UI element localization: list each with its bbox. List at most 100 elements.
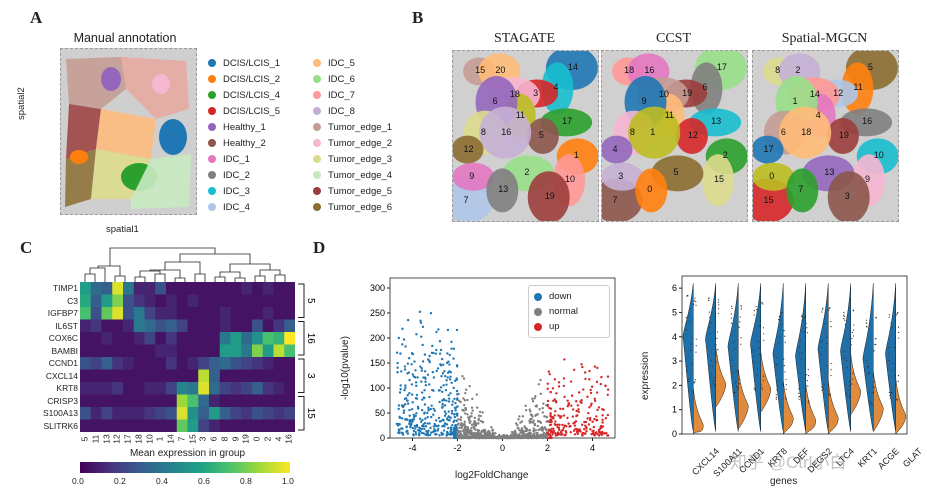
- heatmap-cell: [112, 369, 124, 383]
- heatmap-cell: [101, 332, 113, 345]
- cluster-label: 3: [533, 87, 539, 98]
- volcano-ylabel: -log10(pvalue): [340, 336, 351, 400]
- heatmap-cell: [133, 369, 145, 383]
- heatmap-cell: [284, 282, 295, 295]
- heatmap-cell: [230, 369, 242, 383]
- legend-item: Healthy_2: [208, 135, 313, 151]
- heatmap-cell: [123, 319, 135, 333]
- heatmap-cell: [198, 307, 210, 320]
- heatmap-cell: [187, 319, 199, 333]
- method-cluster-map: [753, 51, 898, 221]
- heatmap-cell: [101, 369, 113, 383]
- legend-item: IDC_5: [313, 55, 433, 71]
- heatmap-cell: [90, 344, 102, 358]
- cluster-region: [827, 171, 870, 221]
- heatmap-cell: [273, 382, 285, 395]
- heatmap-cell: [230, 332, 242, 345]
- panel-a-legend-col2: IDC_5 IDC_6 IDC_7 IDC_8 Tumor_edge_1 Tumor_ed…: [313, 55, 433, 215]
- volcano-xtick: 2: [545, 443, 550, 452]
- gene-group-label: 5: [305, 298, 316, 304]
- heatmap-cell: [176, 319, 188, 333]
- heatmap-cell: [80, 294, 92, 308]
- panel-a-legend: DCIS/LCIS_1 DCIS/LCIS_2 DCIS/LCIS_4 DCIS/LC…: [208, 55, 458, 215]
- heatmap-cell: [133, 344, 145, 358]
- heatmap-cell: [284, 369, 295, 383]
- cluster-label: 9: [865, 174, 871, 185]
- watermark: 知乎 @Ctrl小白: [730, 453, 847, 472]
- heatmap-cell: [187, 369, 199, 383]
- colorbar-tick: 0.4: [156, 476, 168, 486]
- volcano-xlabel: log2FoldChange: [455, 470, 529, 481]
- panel-a-letter: A: [30, 8, 43, 27]
- cluster-label: 17: [562, 116, 573, 127]
- heatmap-cell: [133, 357, 145, 370]
- heatmap-cell: [262, 382, 274, 395]
- legend-swatch: [208, 171, 216, 179]
- cluster-region: [786, 168, 819, 213]
- heatmap-cell: [252, 344, 264, 358]
- heatmap-cell: [166, 382, 178, 395]
- cluster-label: 15: [714, 174, 725, 185]
- heatmap-cell: [133, 419, 145, 432]
- heatmap-cell: [101, 419, 113, 432]
- heatmap-cell: [273, 294, 285, 308]
- gene-label: CXCL14: [45, 370, 78, 381]
- legend-swatch: [208, 123, 216, 131]
- cluster-label: 2: [722, 150, 728, 161]
- cluster-region: [527, 171, 570, 221]
- heatmap-cell: [262, 307, 274, 320]
- heatmap-cell: [176, 369, 188, 383]
- panel-a-xlabel: spatial1: [106, 224, 139, 235]
- cluster-label: 7: [798, 184, 804, 195]
- legend-item: Healthy_1: [208, 119, 313, 135]
- cluster-region: [753, 135, 784, 164]
- legend-item: DCIS/LCIS_4: [208, 87, 313, 103]
- heatmap-cell: [101, 357, 113, 370]
- heatmap-cell: [112, 382, 124, 395]
- violin-ytick: 0: [672, 429, 677, 439]
- heatmap-cell: [144, 394, 156, 408]
- heatmap-cell: [209, 369, 221, 383]
- heatmap-cell: [284, 307, 295, 320]
- cluster-region: [753, 178, 794, 221]
- legend-swatch: [313, 203, 321, 211]
- cluster-label: 11: [515, 109, 526, 120]
- cluster-label: 6: [492, 96, 498, 106]
- heatmap-cell: [230, 357, 242, 370]
- heatmap-cell: [155, 369, 167, 383]
- cluster-label: 18: [624, 65, 635, 76]
- heatmap-cell: [155, 332, 167, 345]
- heatmap-cell: [112, 357, 124, 370]
- cluster-label: 8: [629, 126, 635, 137]
- cluster-region: [602, 135, 633, 164]
- legend-item: IDC_8: [313, 103, 433, 119]
- heatmap-cell: [166, 294, 178, 308]
- heatmap-cell: [123, 282, 135, 295]
- heatmap-cell: [273, 357, 285, 370]
- heatmap-cell: [262, 344, 274, 358]
- violin-pair: [862, 283, 884, 433]
- cluster-region: [826, 118, 859, 154]
- legend-label: DCIS/LCIS_2: [223, 73, 281, 85]
- group-label: 0: [251, 436, 262, 442]
- gene-group-bracket: [298, 321, 305, 356]
- cluster-label: 6: [702, 82, 708, 93]
- heatmap-cell: [252, 307, 264, 320]
- cluster-label: 2: [524, 167, 530, 178]
- heatmap-cell: [230, 282, 242, 295]
- legend-swatch: [313, 75, 321, 83]
- heatmap-cell: [155, 394, 167, 408]
- heatmap-cell: [123, 307, 135, 320]
- group-label: 5: [79, 436, 90, 442]
- cluster-region: [602, 178, 643, 221]
- violin-ytick: 6: [672, 283, 677, 293]
- heatmap-cell: [219, 419, 231, 432]
- volcano-legend-item: down: [534, 289, 604, 304]
- cluster-label: 17: [716, 62, 727, 72]
- cluster-region: [602, 162, 644, 191]
- colorbar-tick: 0.2: [114, 476, 126, 486]
- heatmap-cell: [176, 407, 188, 420]
- heatmap-cell: [241, 344, 253, 358]
- heatmap-cell: [166, 319, 178, 333]
- volcano-xtick: -2: [453, 443, 461, 452]
